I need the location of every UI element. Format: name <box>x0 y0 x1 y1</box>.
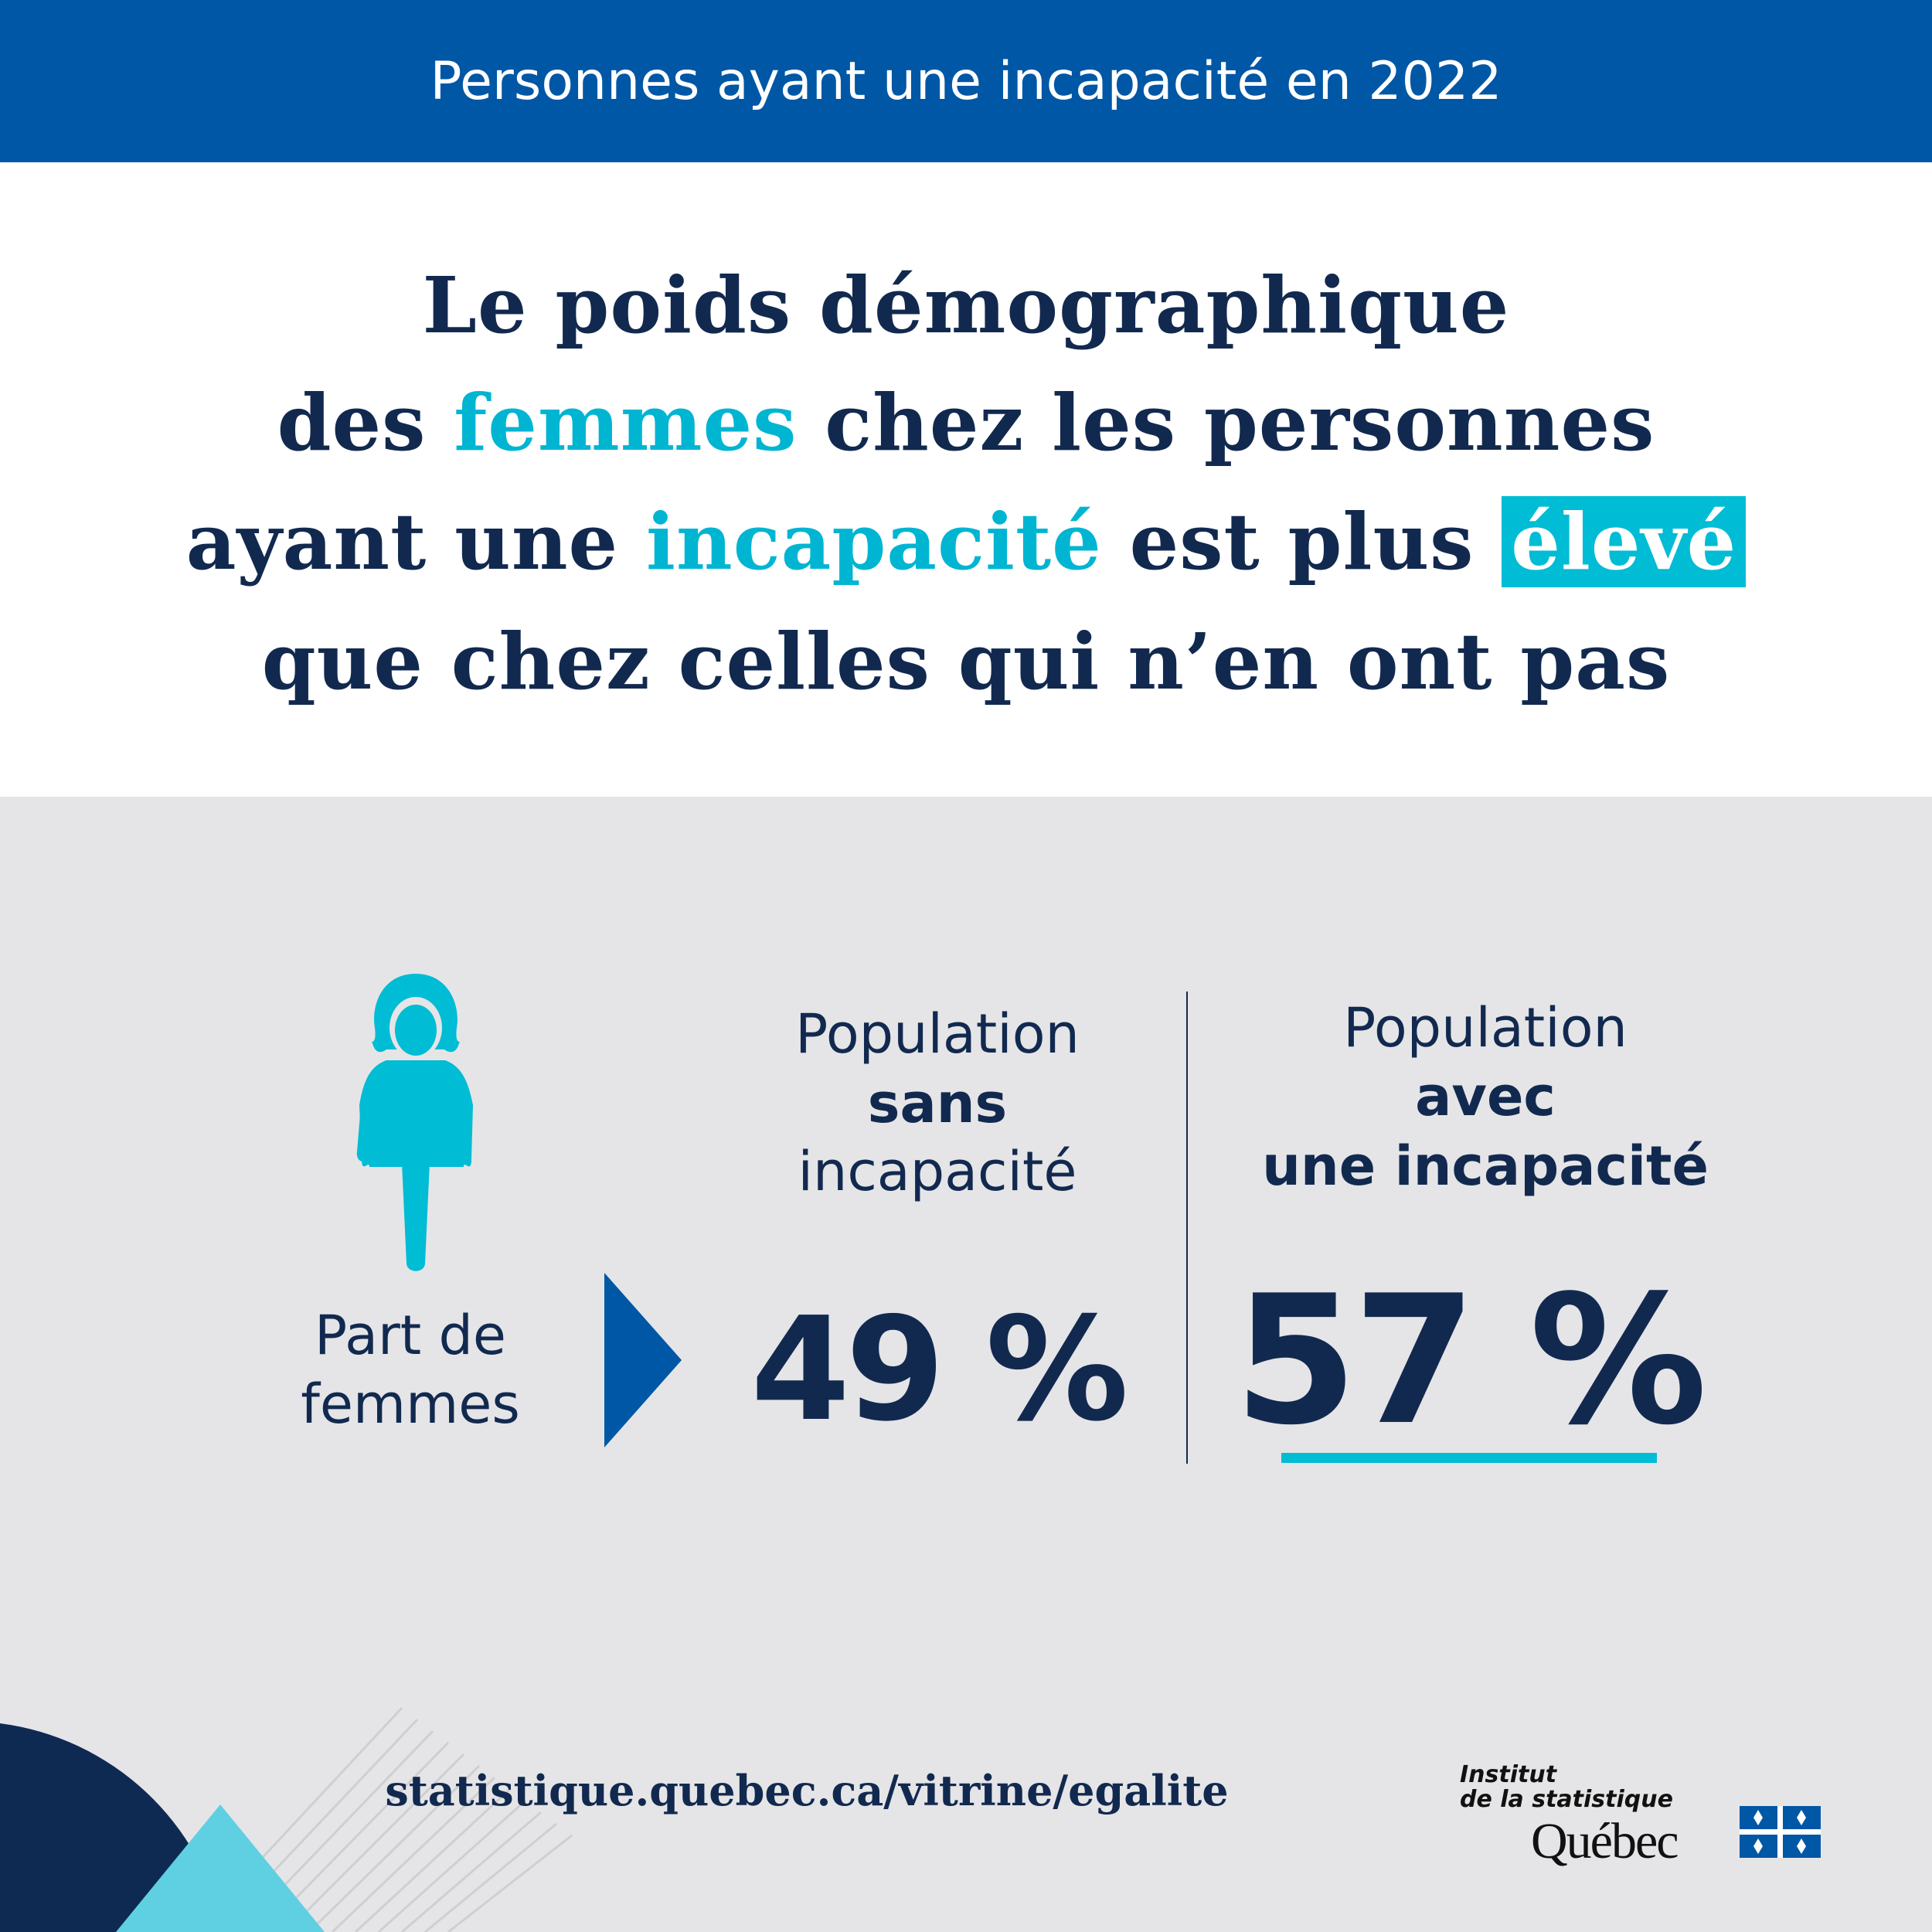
headline-text: est plus <box>1101 496 1502 587</box>
headline-text: Le poids démographique <box>422 260 1510 351</box>
label-line: Part de <box>315 1304 506 1367</box>
headline-line: Le poids démographique <box>0 255 1932 355</box>
footer-url[interactable]: statistique.quebec.ca/vitrine/egalite <box>385 1766 1228 1815</box>
headline-accent: femmes <box>454 377 798 468</box>
column-heading: incapacité <box>798 1140 1077 1203</box>
header-title: Personnes ayant une incapacité en 2022 <box>430 51 1502 112</box>
headline-text: que chez celles qui n’en ont pas <box>261 616 1671 707</box>
stat-value: 49 % <box>750 1286 1124 1453</box>
logo-text: Québec <box>1531 1813 1678 1869</box>
label-line: femmes <box>301 1372 520 1436</box>
headline: Le poids démographique des femmes chez l… <box>0 162 1932 797</box>
column-heading: sans <box>868 1072 1007 1135</box>
arrow <box>604 1273 682 1447</box>
column-heading: avec <box>1415 1065 1556 1128</box>
logo-text: de la statistique <box>1460 1786 1673 1813</box>
column-heading: Population <box>795 1002 1080 1066</box>
logo: Institut de la statistique Québec <box>1460 1761 1821 1869</box>
column-heading: une incapacité <box>1262 1134 1709 1198</box>
woman-icon <box>356 974 473 1271</box>
header-bar <box>0 0 1932 162</box>
column-heading: Population <box>1343 996 1628 1060</box>
headline-line: ayant une incapacité est plus élevé <box>0 492 1932 592</box>
logo-text: Institut <box>1460 1761 1558 1788</box>
decoration <box>0 1706 573 1932</box>
stat-value: 57 % <box>1234 1258 1703 1464</box>
logo-flag <box>1740 1806 1821 1858</box>
headline-highlight: élevé <box>1502 496 1747 587</box>
headline-line: que chez celles qui n’en ont pas <box>0 611 1932 712</box>
headline-panel <box>0 162 1932 797</box>
headline-text: ayant une <box>185 496 646 587</box>
headline-line: des femmes chez les personnes <box>0 372 1932 473</box>
headline-text: chez les personnes <box>797 377 1655 468</box>
underline <box>1281 1453 1657 1463</box>
headline-accent: incapacité <box>646 496 1102 587</box>
headline-text: des <box>277 377 454 468</box>
